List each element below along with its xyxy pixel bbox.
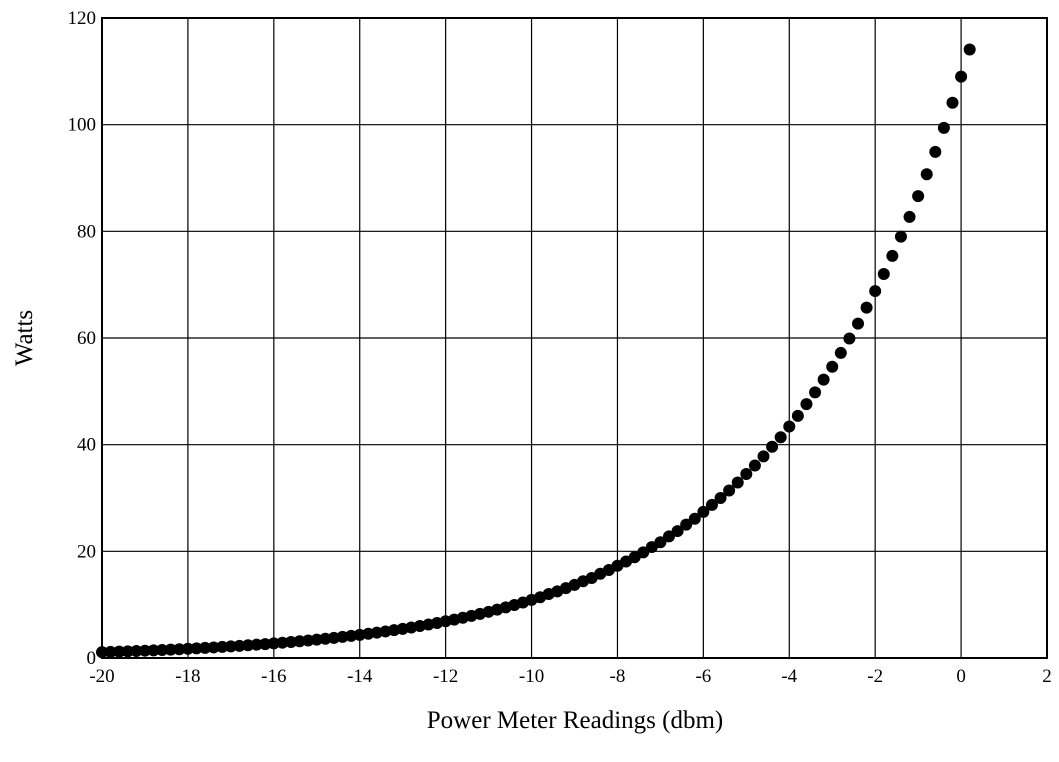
point: [731, 476, 744, 489]
y-tick-label: 60: [77, 328, 96, 349]
point: [680, 518, 693, 531]
point: [834, 346, 847, 359]
x-axis-label: Power Meter Readings (dbm): [427, 707, 723, 734]
x-tick-label: -4: [781, 666, 797, 687]
x-tick-label: 0: [956, 666, 966, 687]
x-tick-label: -16: [261, 666, 286, 687]
y-tick-label: 80: [77, 221, 96, 242]
point: [242, 639, 255, 652]
plot-frame: [101, 17, 1048, 659]
point: [894, 230, 907, 243]
x-tick-label: -20: [89, 666, 114, 687]
x-tick-label: 2: [1042, 666, 1052, 687]
point: [276, 636, 289, 649]
point: [259, 638, 272, 651]
point: [697, 505, 710, 518]
point: [748, 459, 761, 472]
y-tick-label: 20: [77, 541, 96, 562]
point: [869, 285, 882, 298]
point: [688, 512, 701, 525]
x-tick-label: -18: [175, 666, 200, 687]
point: [903, 210, 916, 223]
point: [809, 386, 822, 399]
point: [783, 420, 796, 433]
point: [637, 546, 650, 559]
point: [207, 641, 220, 654]
point: [877, 268, 890, 280]
point: [113, 645, 126, 658]
y-tick-label: 40: [77, 435, 96, 456]
point: [860, 301, 873, 314]
point: [96, 646, 108, 659]
point: [955, 70, 968, 83]
y-tick-label: 0: [87, 648, 97, 669]
x-tick-label: -14: [347, 666, 373, 687]
x-tick-label: -12: [433, 666, 458, 687]
point: [293, 635, 306, 648]
x-tick-label: -6: [695, 666, 711, 687]
point: [199, 641, 212, 654]
point: [156, 644, 169, 656]
point: [800, 398, 813, 411]
point: [774, 431, 787, 444]
point: [190, 642, 203, 655]
y-tick-label: 120: [68, 8, 97, 29]
y-axis-label: Watts: [11, 310, 38, 366]
point: [791, 409, 804, 422]
point: [233, 639, 246, 652]
point: [104, 645, 117, 658]
point: [164, 643, 177, 656]
point: [285, 636, 297, 648]
point: [963, 43, 976, 56]
point: [852, 317, 864, 330]
x-tick-label: -10: [519, 666, 544, 687]
point: [250, 638, 263, 651]
point: [757, 450, 770, 463]
point: [181, 642, 194, 655]
point: [920, 168, 933, 181]
point: [817, 373, 830, 386]
point: [224, 640, 237, 653]
point: [121, 645, 134, 658]
point: [886, 249, 899, 262]
point: [130, 645, 143, 658]
point: [138, 644, 151, 657]
point: [714, 492, 727, 504]
point: [267, 637, 280, 650]
point: [173, 643, 186, 656]
point: [671, 525, 684, 538]
point: [946, 96, 959, 109]
point: [216, 640, 229, 653]
point: [929, 145, 942, 158]
point: [740, 468, 753, 480]
point: [766, 440, 779, 453]
point: [912, 190, 925, 203]
y-tick-label: 100: [68, 115, 97, 136]
point: [723, 484, 736, 497]
x-tick-label: -8: [610, 666, 626, 687]
point: [826, 360, 839, 373]
point: [937, 121, 950, 134]
point: [663, 530, 675, 543]
point: [147, 644, 160, 657]
point: [705, 498, 718, 511]
point: [654, 536, 667, 549]
x-tick-label: -2: [867, 666, 883, 687]
point: [843, 332, 856, 345]
